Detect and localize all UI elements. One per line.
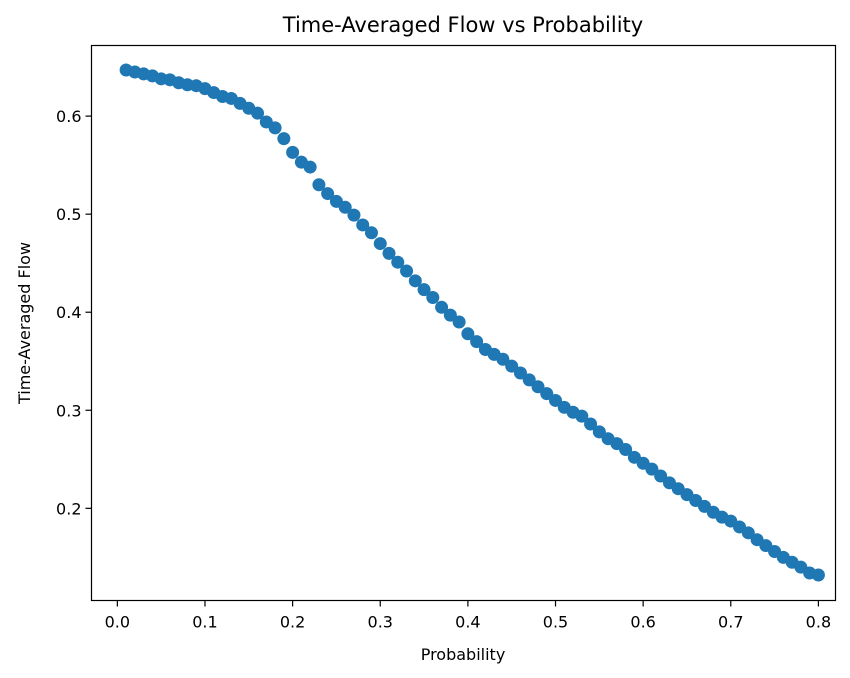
x-tick-label: 0.2 xyxy=(280,613,305,632)
plot-frame xyxy=(90,44,837,602)
x-tick-label: 0.6 xyxy=(630,613,655,632)
data-point xyxy=(496,352,510,366)
data-point xyxy=(540,387,554,401)
data-point xyxy=(373,237,387,251)
y-tick-label: 0.5 xyxy=(56,205,81,224)
y-tick-label: 0.4 xyxy=(56,303,81,322)
x-tick-label: 0.0 xyxy=(105,613,130,632)
data-point xyxy=(811,568,825,582)
data-point xyxy=(338,200,352,214)
x-axis-label: Probability xyxy=(421,645,506,664)
data-point xyxy=(592,425,606,439)
x-tick-label: 0.3 xyxy=(368,613,393,632)
data-point xyxy=(584,417,598,431)
data-point xyxy=(619,442,633,456)
y-tick-label: 0.3 xyxy=(56,401,81,420)
data-point xyxy=(251,106,265,120)
data-point xyxy=(382,246,396,260)
data-point xyxy=(654,469,668,483)
data-point xyxy=(277,132,291,146)
data-point xyxy=(321,187,335,201)
data-point xyxy=(549,393,563,407)
data-point xyxy=(461,327,475,341)
data-point xyxy=(303,160,317,174)
x-tick-label: 0.5 xyxy=(543,613,568,632)
x-axis-ticks: 0.0 0.1 0.2 0.3 0.4 0.5 0.6 0.7 0.8 xyxy=(105,600,831,632)
data-point xyxy=(426,291,440,305)
data-point xyxy=(408,274,422,288)
data-point xyxy=(347,208,361,222)
data-point xyxy=(417,283,431,297)
data-point xyxy=(522,373,536,387)
data-point xyxy=(443,308,457,322)
data-points xyxy=(119,63,825,582)
data-point xyxy=(575,409,589,423)
y-axis-ticks: 0.2 0.3 0.4 0.5 0.6 xyxy=(56,107,92,518)
x-tick-label: 0.1 xyxy=(192,613,217,632)
data-point xyxy=(391,255,405,269)
data-point xyxy=(470,335,484,349)
data-point xyxy=(286,145,300,159)
chart-title: Time-Averaged Flow vs Probability xyxy=(282,13,643,37)
data-point xyxy=(356,218,370,232)
y-tick-label: 0.2 xyxy=(56,499,81,518)
data-point xyxy=(452,315,466,329)
x-tick-label: 0.7 xyxy=(718,613,743,632)
data-point xyxy=(364,226,378,240)
data-point xyxy=(312,178,326,192)
y-axis-label: Time-Averaged Flow xyxy=(15,242,34,405)
data-point xyxy=(741,526,755,540)
data-point xyxy=(435,300,449,314)
data-point xyxy=(400,264,414,278)
x-tick-label: 0.4 xyxy=(455,613,480,632)
data-point xyxy=(505,359,519,373)
x-tick-label: 0.8 xyxy=(806,613,831,632)
data-point xyxy=(645,462,659,476)
data-point xyxy=(268,121,282,135)
data-point xyxy=(531,380,545,394)
y-tick-label: 0.6 xyxy=(56,107,81,126)
data-point xyxy=(513,366,527,380)
